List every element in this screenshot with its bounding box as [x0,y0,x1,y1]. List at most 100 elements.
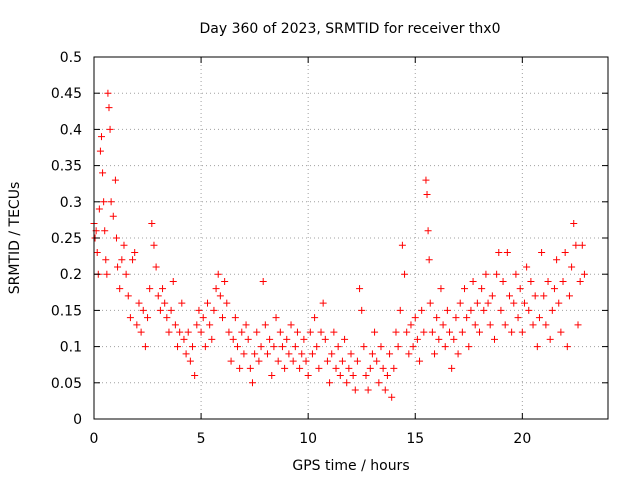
data-point [576,277,584,285]
data-point [499,277,507,285]
data-point [486,321,494,329]
data-point [368,350,376,358]
data-point [546,335,554,343]
data-point [388,393,396,401]
data-point [469,277,477,285]
data-point [289,357,297,365]
data-point [184,328,192,336]
data-point [248,379,256,387]
data-point [229,335,237,343]
data-point [478,285,486,293]
data-point [223,299,231,307]
data-point [159,285,167,293]
data-point [347,350,355,358]
data-point [514,314,522,322]
data-point [116,285,124,293]
data-point [533,343,541,351]
data-point [458,328,466,336]
data-point [251,350,259,358]
data-point [107,198,115,206]
data-point [244,335,252,343]
data-point [95,205,103,213]
data-point [100,198,108,206]
data-point [520,299,528,307]
data-point [529,321,537,329]
data-point [261,321,269,329]
data-point [448,364,456,372]
data-point [574,321,582,329]
data-point [580,270,588,278]
data-point [206,321,214,329]
y-tick-label: 0.5 [60,50,82,66]
data-point [180,335,188,343]
data-point [105,104,113,112]
data-point [555,299,563,307]
y-tick-label: 0.15 [51,303,82,319]
data-point [216,292,224,300]
data-point [531,292,539,300]
data-point [435,335,443,343]
data-point [559,277,567,285]
data-point [461,285,469,293]
data-point [371,328,379,336]
data-point [154,292,162,300]
data-point [381,386,389,394]
data-point [401,270,409,278]
data-point [561,248,569,256]
data-point [510,299,518,307]
data-point [176,328,184,336]
data-point [281,364,289,372]
data-point [411,314,419,322]
data-point [126,314,134,322]
data-point [167,306,175,314]
data-point [276,328,284,336]
x-axis-label: GPS time / hours [292,458,409,474]
data-point [300,335,308,343]
data-point [225,328,233,336]
data-point [131,248,139,256]
data-point [338,357,346,365]
data-point [538,248,546,256]
data-point [454,350,462,358]
data-point [238,328,246,336]
data-point [268,372,276,380]
data-point [122,270,130,278]
y-tick-label: 0 [73,412,82,428]
data-point [375,379,383,387]
data-point [315,364,323,372]
data-point [156,306,164,314]
data-point [565,292,573,300]
data-point [285,350,293,358]
x-tick-label: 20 [513,431,531,447]
data-point [111,176,119,184]
data-point [120,241,128,249]
data-point [364,386,372,394]
x-tick-label: 0 [90,431,99,447]
data-points [90,89,588,401]
data-point [231,314,239,322]
data-point [189,343,197,351]
data-point [428,328,436,336]
data-point [446,328,454,336]
data-point [174,343,182,351]
data-point [227,357,235,365]
data-point [274,357,282,365]
data-point [306,328,314,336]
data-point [358,306,366,314]
data-point [102,256,110,264]
data-point [383,372,391,380]
x-tick-label: 15 [406,431,424,447]
data-point [394,343,402,351]
data-point [263,350,271,358]
data-point [163,314,171,322]
data-point [219,314,226,322]
data-point [542,321,550,329]
y-tick-label: 0.2 [60,267,82,283]
data-point [242,321,250,329]
data-point [373,357,381,365]
data-point [450,335,458,343]
data-point [296,364,304,372]
y-tick-label: 0.35 [51,159,82,175]
data-point [97,133,105,141]
data-point [270,343,278,351]
